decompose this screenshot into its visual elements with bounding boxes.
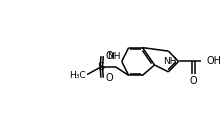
- Text: S: S: [97, 62, 105, 72]
- Text: O: O: [106, 73, 113, 83]
- Text: H₃C: H₃C: [69, 71, 86, 80]
- Text: NH: NH: [107, 53, 121, 61]
- Text: O: O: [189, 76, 197, 86]
- Text: NH: NH: [163, 57, 177, 66]
- Text: OH: OH: [206, 56, 221, 66]
- Text: O: O: [106, 51, 113, 61]
